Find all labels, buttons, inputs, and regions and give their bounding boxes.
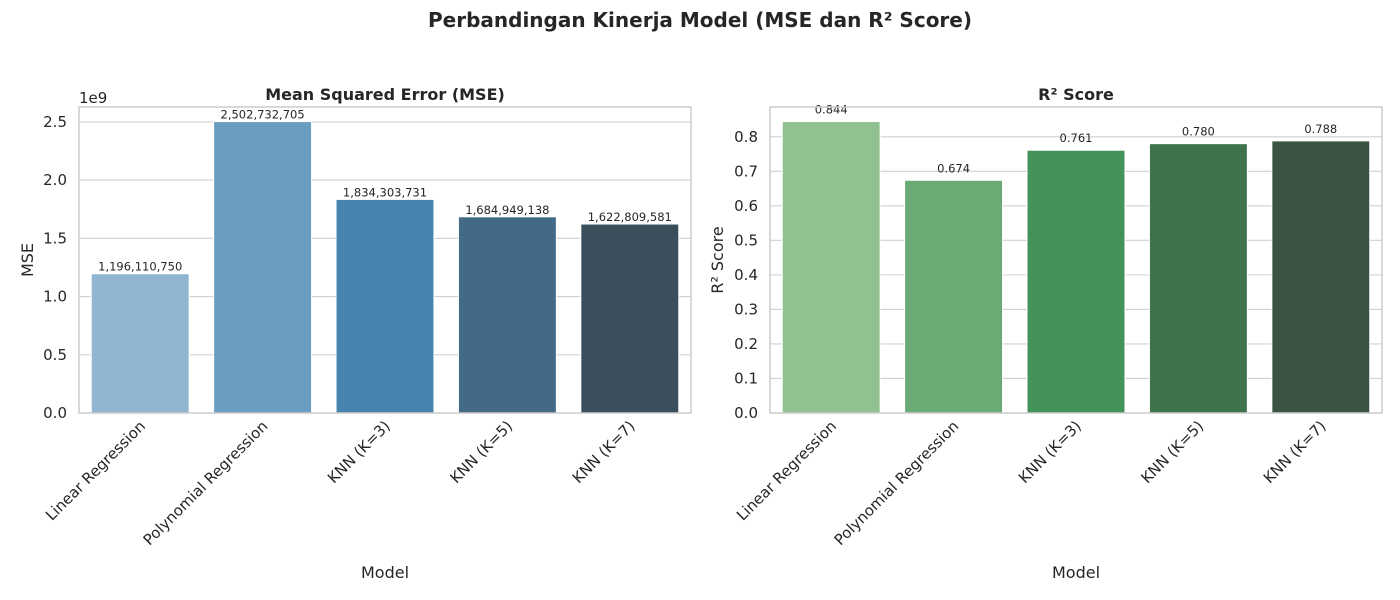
mse-bar bbox=[213, 121, 313, 414]
mse-value-label: 1,196,110,750 bbox=[98, 260, 182, 274]
r2-y-tick-label: 0.5 bbox=[734, 231, 758, 249]
r2-title: R² Score bbox=[1038, 85, 1114, 104]
r2-bar bbox=[1026, 149, 1126, 414]
r2-value-label: 0.674 bbox=[937, 161, 970, 175]
r2-x-tick-label: KNN (K=7) bbox=[1260, 417, 1330, 487]
r2-value-label: 0.780 bbox=[1182, 125, 1215, 139]
mse-y-tick-label: 1.5 bbox=[43, 229, 67, 247]
mse-y-tick-label: 1.0 bbox=[43, 288, 67, 306]
mse-y-axis-label: MSE bbox=[18, 243, 37, 277]
r2-bar bbox=[904, 179, 1004, 414]
r2-value-label: 0.844 bbox=[815, 103, 848, 117]
r2-y-tick-label: 0.2 bbox=[734, 335, 758, 353]
r2-y-tick-label: 0.6 bbox=[734, 197, 758, 215]
mse-bar bbox=[580, 223, 680, 414]
mse-y-tick-label: 0.5 bbox=[43, 346, 67, 364]
mse-value-label: 2,502,732,705 bbox=[221, 108, 305, 122]
r2-x-tick-label: Linear Regression bbox=[733, 417, 840, 524]
mse-y-tick-label: 0.0 bbox=[43, 404, 67, 422]
mse-offset-text: 1e9 bbox=[79, 89, 107, 107]
r2-bar bbox=[1271, 140, 1371, 414]
r2-bar bbox=[781, 121, 881, 414]
r2-value-label: 0.788 bbox=[1304, 122, 1337, 136]
mse-bar bbox=[335, 198, 435, 414]
r2-x-tick-label: Polynomial Regression bbox=[831, 417, 963, 549]
mse-bar bbox=[457, 216, 557, 414]
r2-x-axis-label: Model bbox=[1052, 563, 1100, 582]
mse-y-tick-label: 2.5 bbox=[43, 113, 67, 131]
r2-y-tick-label: 0.8 bbox=[734, 128, 758, 146]
mse-x-axis-label: Model bbox=[361, 563, 409, 582]
r2-x-tick-label: KNN (K=5) bbox=[1137, 417, 1207, 487]
mse-value-label: 1,834,303,731 bbox=[343, 185, 427, 199]
mse-value-label: 1,684,949,138 bbox=[465, 203, 549, 217]
r2-y-tick-label: 0.3 bbox=[734, 300, 758, 318]
r2-y-axis-label: R² Score bbox=[708, 226, 727, 293]
r2-y-tick-label: 0.4 bbox=[734, 266, 758, 284]
r2-y-tick-label: 0.7 bbox=[734, 162, 758, 180]
mse-bar bbox=[90, 273, 190, 414]
r2-axes-frame bbox=[769, 106, 1383, 414]
r2-value-label: 0.761 bbox=[1060, 131, 1093, 145]
mse-axes-frame bbox=[78, 106, 692, 414]
figure-title: Perbandingan Kinerja Model (MSE dan R² S… bbox=[427, 8, 972, 32]
r2-y-tick-label: 0.0 bbox=[734, 404, 758, 422]
mse-title: Mean Squared Error (MSE) bbox=[265, 85, 505, 104]
r2-y-tick-label: 0.1 bbox=[734, 369, 758, 387]
mse-y-tick-label: 2.0 bbox=[43, 171, 67, 189]
r2-x-tick-label: KNN (K=3) bbox=[1015, 417, 1085, 487]
mse-value-label: 1,622,809,581 bbox=[588, 210, 672, 224]
r2-bar bbox=[1148, 143, 1248, 414]
